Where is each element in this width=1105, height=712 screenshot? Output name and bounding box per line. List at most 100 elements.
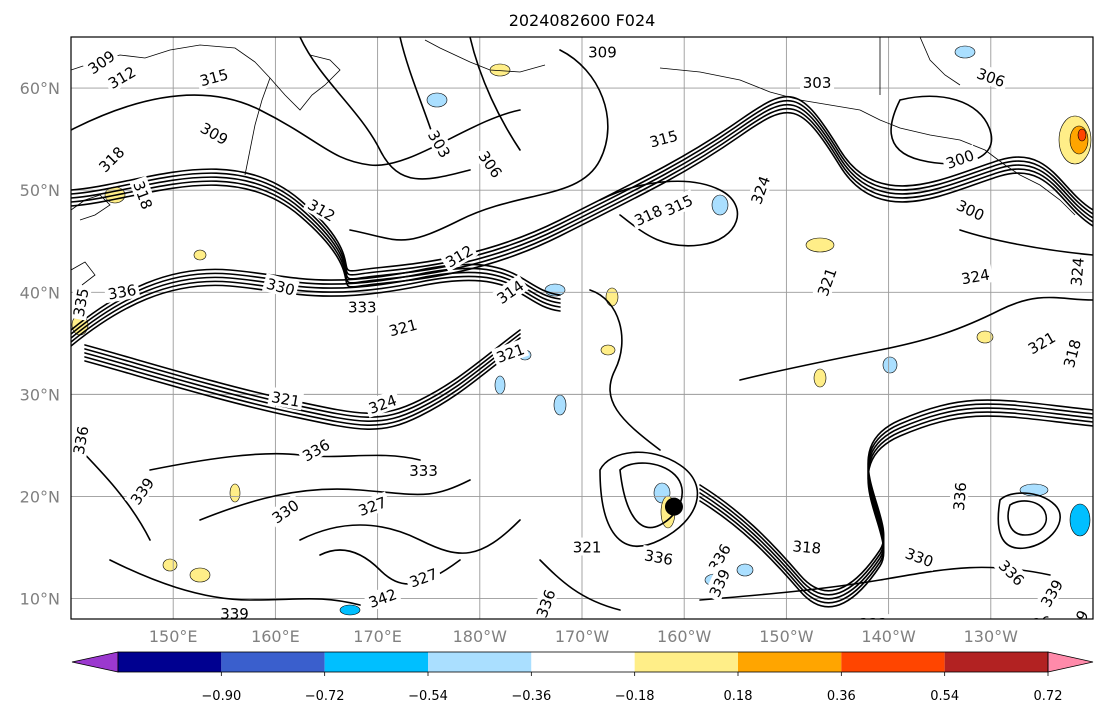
contour-label: 303 xyxy=(803,74,832,92)
anomaly-patch xyxy=(426,92,448,108)
contour-label-bg xyxy=(745,170,775,209)
map-title: 2024082600 F024 xyxy=(509,11,656,30)
contour-line xyxy=(84,333,521,418)
lon-tick-label: 150°W xyxy=(759,627,814,646)
anomaly-patch xyxy=(339,604,361,616)
anomaly-patch xyxy=(189,567,211,583)
contour-line xyxy=(589,289,661,451)
contour-label-bg xyxy=(92,140,130,178)
contour-line xyxy=(84,329,521,414)
contour-line xyxy=(349,49,609,241)
contour-label-bg xyxy=(363,389,402,418)
coastline xyxy=(71,194,111,221)
contour-label: 333 xyxy=(409,462,438,480)
lon-tick-label: 150°E xyxy=(149,627,198,646)
lat-tick-label: 60°N xyxy=(20,79,60,98)
contour-label: 318 xyxy=(792,537,822,557)
colorbar-segment xyxy=(738,652,842,672)
contour-line xyxy=(599,451,699,547)
contour-label: 335 xyxy=(70,287,93,318)
contour-label: 336 xyxy=(106,281,137,304)
colorbar-tick-label: −0.18 xyxy=(615,689,655,704)
contour-label-bg xyxy=(948,478,970,515)
contour-line xyxy=(599,180,739,247)
contour-label-bg xyxy=(702,538,736,577)
coastline xyxy=(244,77,271,176)
contour-label-bg xyxy=(1034,573,1068,613)
anomaly-patch xyxy=(605,287,619,307)
contour-label-bg xyxy=(102,60,141,94)
contour-label-bg xyxy=(491,338,530,367)
contour-label-bg xyxy=(951,194,990,226)
contour-label-bg xyxy=(473,144,508,184)
colorbar-segment xyxy=(428,652,532,672)
cyclone-center-marker xyxy=(664,497,683,516)
lat-tick-label: 40°N xyxy=(20,283,60,302)
coastline xyxy=(71,261,96,286)
contour-label: 339 xyxy=(1063,607,1093,641)
anomaly-patch xyxy=(1077,128,1087,142)
colorbar-segment xyxy=(118,652,222,672)
latitude-tick-labels: 60°N 50°N 40°N 30°N 20°N 10°N xyxy=(20,79,60,609)
contour-label-bg xyxy=(490,274,529,309)
contour-line xyxy=(299,37,471,180)
lat-tick-label: 20°N xyxy=(20,487,60,506)
contour-line xyxy=(699,415,1093,608)
contour-line xyxy=(299,519,521,554)
colorbar-segment xyxy=(944,652,1048,672)
contour-label-bg xyxy=(103,279,141,304)
contour-label-bg xyxy=(1060,604,1093,619)
gridlines xyxy=(71,37,1093,619)
contour-label: 342 xyxy=(729,617,761,642)
contour-label: 333 xyxy=(859,615,888,633)
contour-label-bg xyxy=(993,553,1031,591)
lon-tick-label: 160°W xyxy=(657,627,712,646)
lon-tick-label: 170°W xyxy=(555,627,610,646)
contour-line xyxy=(469,37,521,151)
contour-label-bg xyxy=(856,614,891,619)
contour-line xyxy=(71,104,1093,280)
contour-line xyxy=(1007,500,1047,536)
anomaly-patch xyxy=(736,563,754,577)
contour-label-bg xyxy=(384,313,422,341)
colorbar-segment xyxy=(531,652,635,672)
contour-label-bg xyxy=(345,297,380,316)
contour-label: 321 xyxy=(573,539,602,557)
colorbar-segment xyxy=(634,652,738,672)
contour-label-bg xyxy=(1058,334,1085,373)
contour-label-bg xyxy=(531,584,560,619)
anomaly-patch xyxy=(553,394,567,416)
colorbar-tick-label: 0.36 xyxy=(827,689,856,704)
contour-label-bg xyxy=(815,624,849,642)
contour-line xyxy=(539,559,621,611)
contour-line xyxy=(71,96,1093,272)
contour-label-bg xyxy=(404,562,443,592)
contour-label-bg xyxy=(703,563,735,603)
shaded-anomalies xyxy=(71,45,1092,616)
contour-line xyxy=(739,296,1093,381)
contour-label-bg xyxy=(1066,254,1088,290)
coastline xyxy=(424,39,546,73)
contour-line xyxy=(997,492,1061,549)
contour-label-bg xyxy=(363,583,402,612)
anomaly-patch xyxy=(1069,503,1091,537)
contour-label-bg xyxy=(406,460,441,479)
colorbar-frame xyxy=(117,651,1049,673)
contour-label-bg xyxy=(267,386,305,411)
contour-label-bg xyxy=(262,273,300,300)
contour-label-bg xyxy=(1022,326,1061,359)
anomaly-patch xyxy=(711,194,729,216)
contour-label-bg xyxy=(956,264,994,288)
anomaly-patch xyxy=(600,344,616,356)
contour-label-bg xyxy=(789,536,825,557)
contour-label: 321 xyxy=(270,388,301,411)
colorbar: −0.90 −0.72 −0.54 −0.36 −0.18 0.18 0.36 0.54 0.7… xyxy=(71,651,1094,704)
colorbar-tick-label: −0.54 xyxy=(408,689,448,704)
contour-label-bg xyxy=(800,72,835,91)
contour-label-bg xyxy=(628,199,668,231)
contour-line xyxy=(71,112,1093,288)
contour-label: 330 xyxy=(818,625,847,643)
contour-label-bg xyxy=(296,433,336,466)
colorbar-segment xyxy=(221,652,325,672)
